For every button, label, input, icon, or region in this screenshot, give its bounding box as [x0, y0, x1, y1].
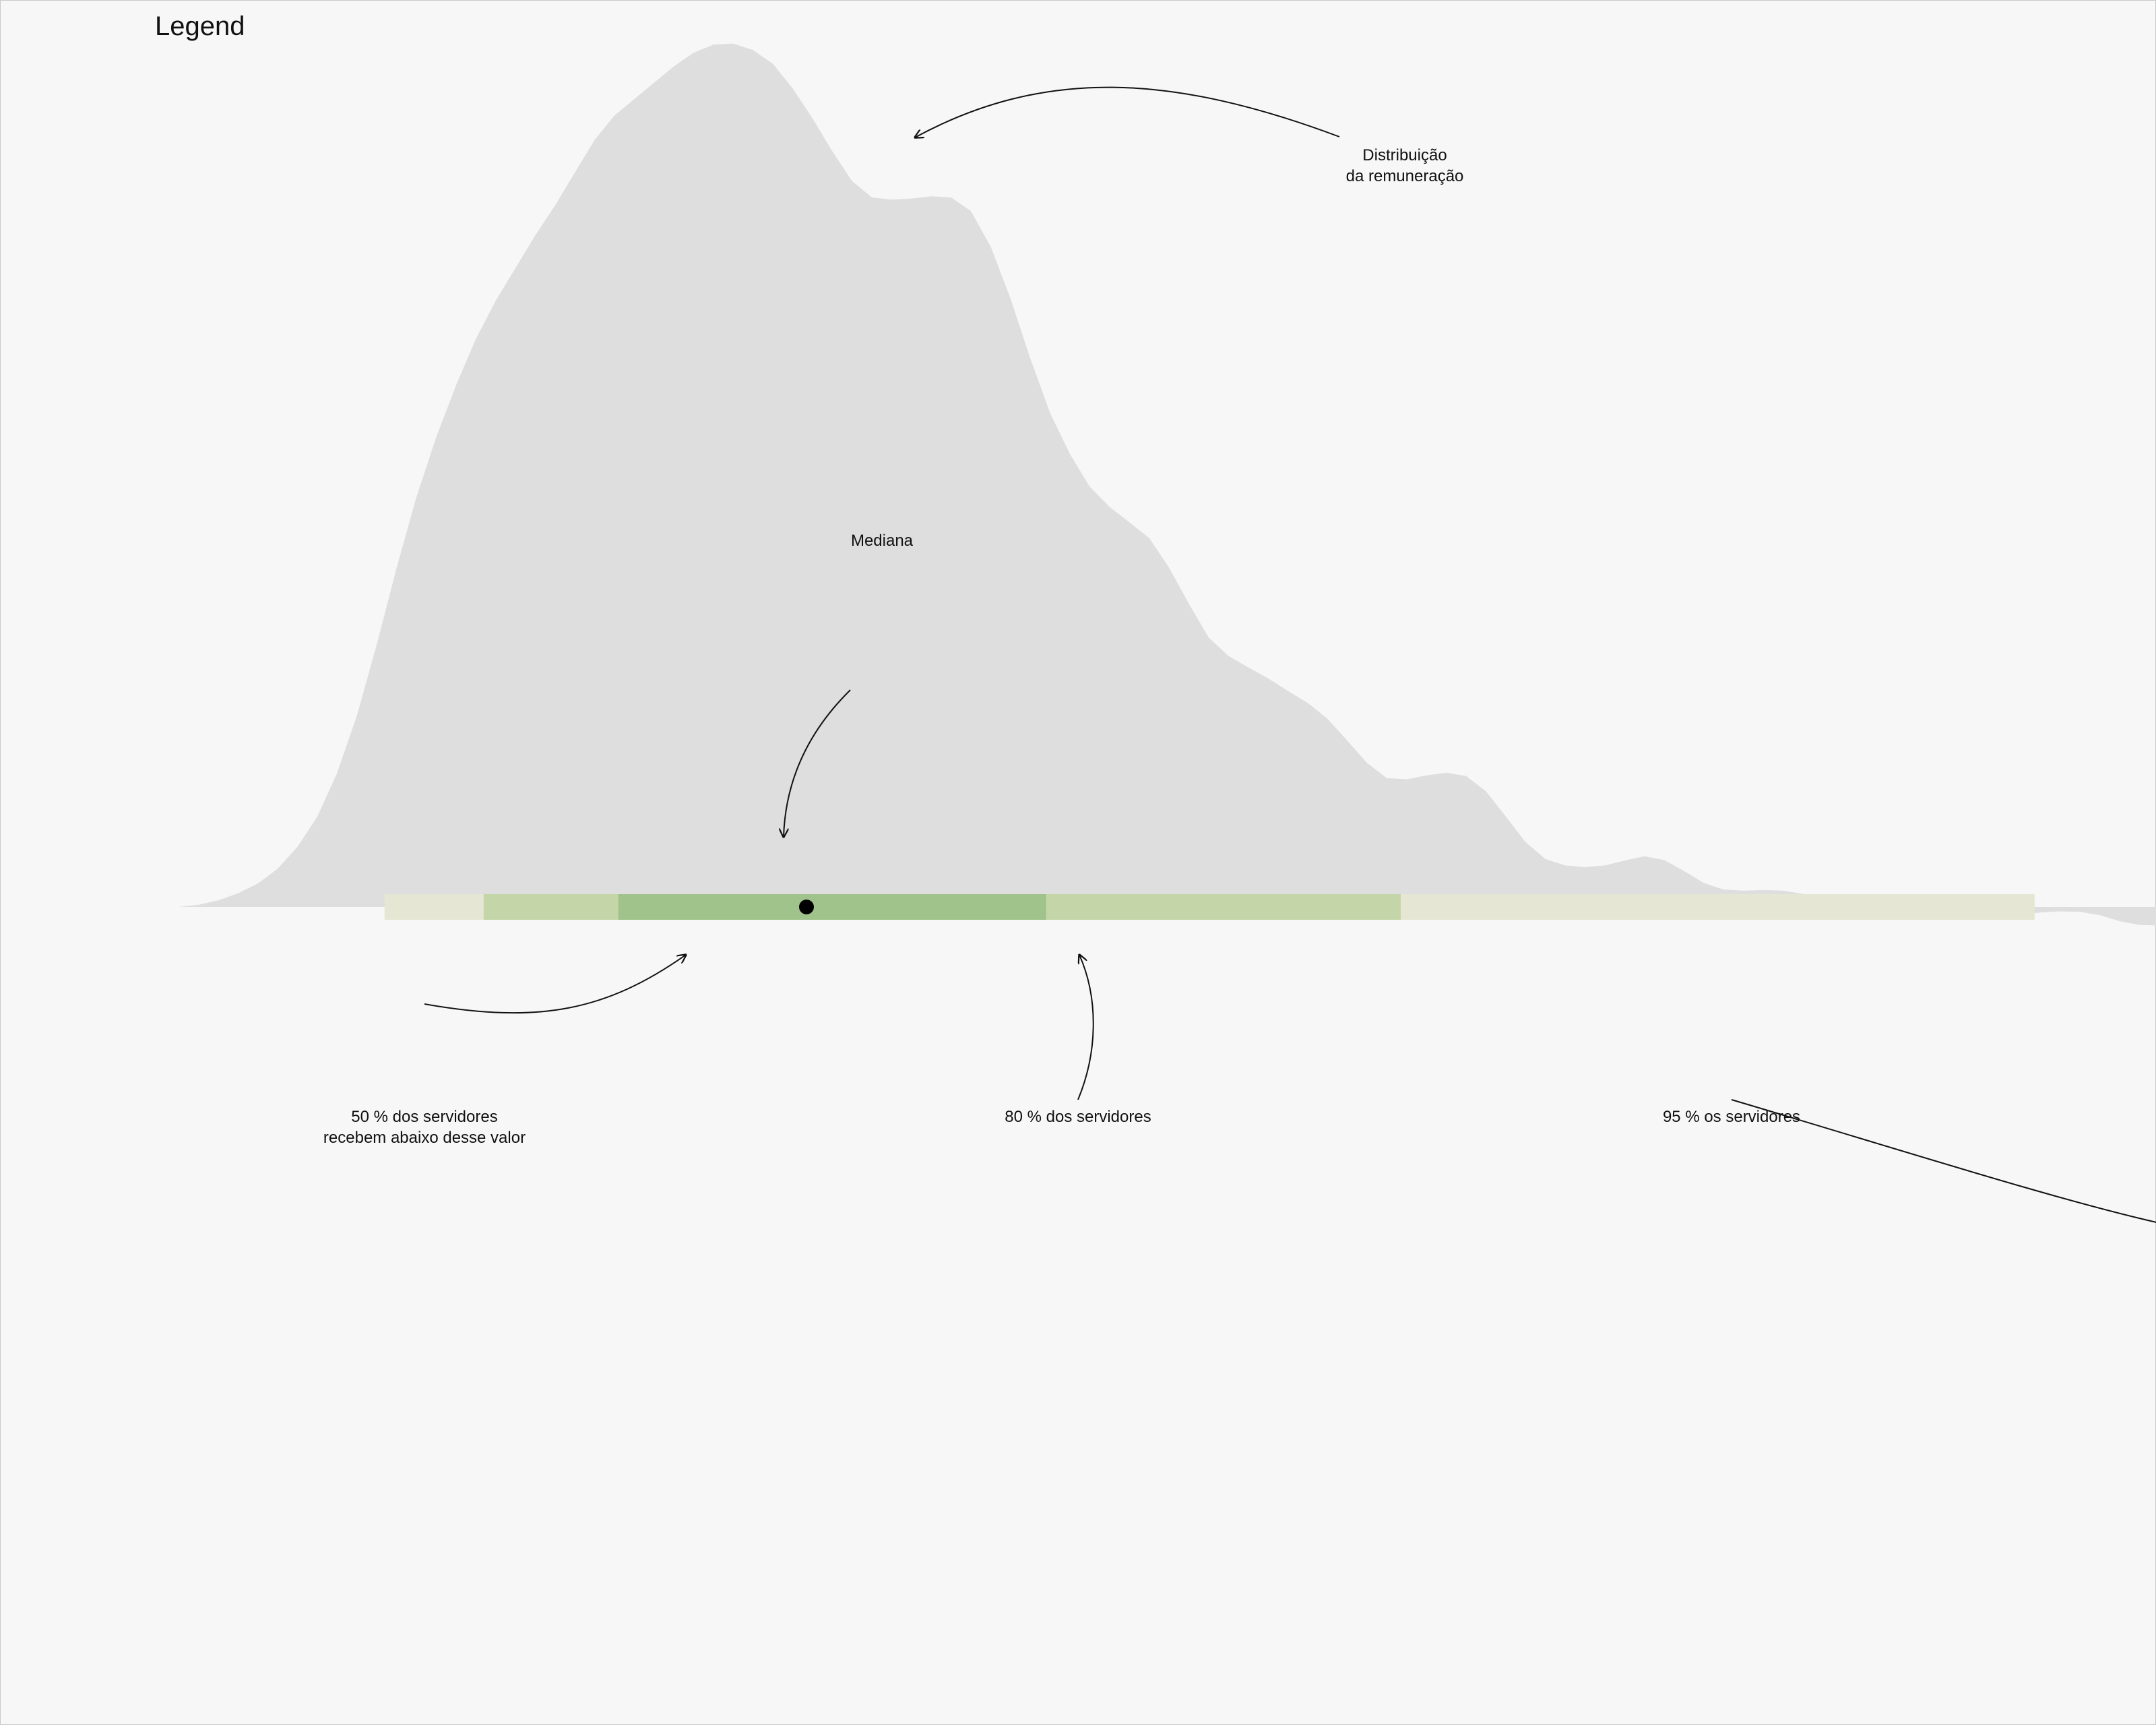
arrow-distribution	[915, 86, 1340, 137]
label-median: Mediana	[851, 532, 914, 550]
interval-bars	[384, 894, 2035, 920]
label-50pct-line1: 50 % dos servidores	[351, 1108, 497, 1126]
label-95pct: 95 % os servidores	[1663, 1108, 1800, 1126]
label-distribution-line2: da remuneração	[1346, 167, 1464, 185]
label-80pct: 80 % dos servidores	[1005, 1108, 1151, 1126]
arrow-80pct	[1077, 955, 1094, 1100]
density-area	[179, 43, 2156, 926]
arrow-95pct	[1731, 1099, 2156, 1223]
arrow-median	[784, 689, 851, 837]
label-distribution-line1: Distribuição	[1362, 146, 1447, 164]
interval-bar-50pct	[618, 894, 1046, 920]
chart-title: Legend	[155, 11, 245, 41]
median-point	[799, 900, 814, 914]
label-50pct-line2: recebem abaixo desse valor	[323, 1129, 526, 1147]
arrow-50pct	[424, 955, 686, 1014]
